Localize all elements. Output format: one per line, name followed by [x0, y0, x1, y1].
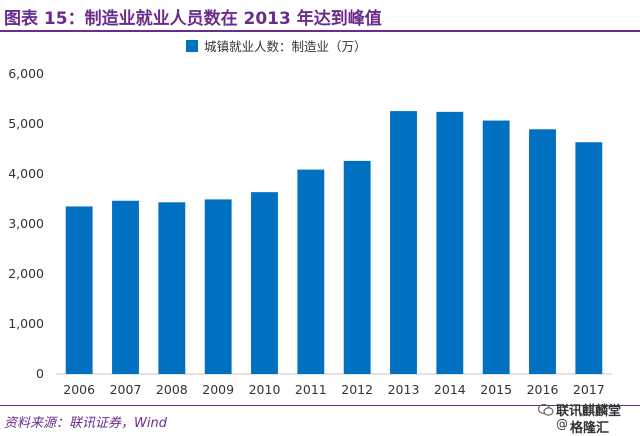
x-tick-label: 2013 — [388, 382, 420, 397]
bar — [112, 200, 139, 374]
x-tick-label: 2012 — [341, 382, 373, 397]
y-tick-label: 5,000 — [8, 116, 44, 131]
x-tick-label: 2014 — [434, 382, 466, 397]
chart-title: 图表 15：制造业就业人员数在 2013 年达到峰值 — [4, 9, 382, 29]
bar — [204, 199, 232, 374]
bar — [529, 129, 556, 374]
y-tick-label: 0 — [36, 366, 44, 381]
x-tick-label: 2016 — [527, 382, 559, 397]
wechat-icon — [538, 404, 554, 416]
watermark-line2: 格隆汇 — [570, 421, 610, 436]
x-tick-label: 2010 — [249, 382, 281, 397]
y-tick-label: 2,000 — [8, 266, 44, 281]
title-divider — [0, 30, 640, 32]
x-tick-label: 2009 — [202, 382, 234, 397]
y-tick-label: 6,000 — [8, 66, 44, 81]
legend-label: 城镇就业人数：制造业（万） — [204, 39, 367, 54]
y-tick-label: 3,000 — [8, 216, 44, 231]
bar — [390, 111, 417, 374]
legend-swatch — [186, 40, 198, 52]
x-tick-label: 2008 — [156, 382, 188, 397]
watermark: 联讯麒麟堂 @ 格隆汇 — [534, 398, 634, 436]
x-tick-label: 2017 — [573, 382, 605, 397]
bar — [482, 120, 510, 374]
bar — [158, 202, 186, 374]
bar — [251, 192, 278, 374]
x-tick-label: 2006 — [63, 382, 95, 397]
watermark-line1: 联讯麒麟堂 — [556, 404, 622, 419]
x-tick-label: 2007 — [110, 382, 142, 397]
bar — [575, 142, 603, 374]
source-note: 资料来源：联讯证券，Wind — [4, 416, 167, 431]
y-tick-label: 1,000 — [8, 316, 44, 331]
bar-chart: 城镇就业人数：制造业（万） 0 1,000 2,000 3,000 4,000 5,000 6… — [8, 39, 612, 397]
bar — [65, 206, 93, 374]
footer-divider — [0, 405, 640, 406]
bar — [436, 111, 464, 374]
bar — [343, 160, 371, 374]
watermark-symbol: @ — [556, 417, 568, 431]
x-tick-label: 2015 — [480, 382, 512, 397]
y-tick-label: 4,000 — [8, 166, 44, 181]
bar — [297, 169, 325, 374]
x-tick-label: 2011 — [295, 382, 327, 397]
